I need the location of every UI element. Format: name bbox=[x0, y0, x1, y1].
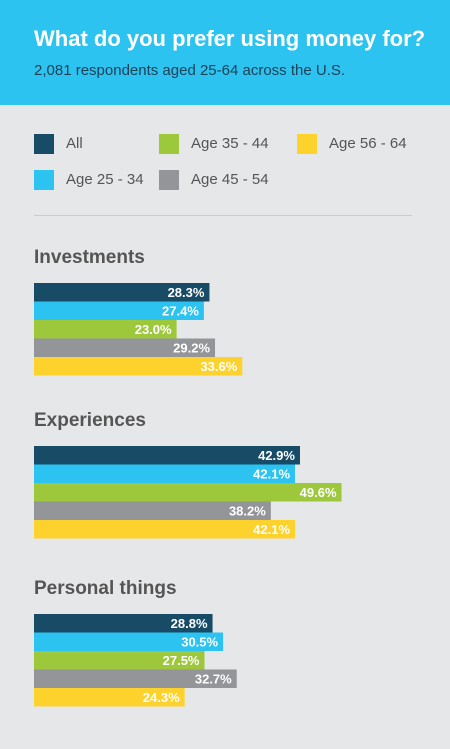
bar-value-label: 42.1% bbox=[253, 466, 290, 481]
group-title-experiences: Experiences bbox=[34, 410, 146, 431]
legend-label: All bbox=[66, 135, 83, 152]
legend-divider bbox=[34, 215, 412, 216]
bar-value-label: 38.2% bbox=[229, 503, 266, 518]
bar bbox=[34, 669, 237, 688]
bar-value-label: 27.4% bbox=[162, 303, 199, 318]
bar bbox=[34, 688, 185, 707]
group-title-personal-things: Personal things bbox=[34, 578, 177, 599]
chart-header: What do you prefer using money for? 2,08… bbox=[0, 0, 450, 105]
bar bbox=[34, 357, 243, 376]
chart-subtitle: 2,081 respondents aged 25-64 across the … bbox=[34, 62, 346, 79]
bar bbox=[34, 446, 300, 465]
bar bbox=[34, 338, 216, 357]
group-title-investments: Investments bbox=[34, 247, 145, 268]
legend-label: Age 35 - 44 bbox=[191, 135, 269, 152]
bar-value-label: 28.8% bbox=[171, 616, 208, 631]
legend-swatch bbox=[159, 134, 179, 154]
bar bbox=[34, 632, 224, 651]
bar-value-label: 28.3% bbox=[168, 285, 205, 300]
legend-label: Age 45 - 54 bbox=[191, 171, 269, 188]
bar-value-label: 27.5% bbox=[163, 653, 200, 668]
bar bbox=[34, 301, 204, 320]
bar bbox=[34, 614, 213, 633]
bar-value-label: 49.6% bbox=[300, 485, 337, 500]
bar-value-label: 32.7% bbox=[195, 671, 232, 686]
bar-value-label: 42.9% bbox=[258, 448, 295, 463]
legend-swatch bbox=[159, 170, 179, 190]
bar-value-label: 23.0% bbox=[135, 322, 172, 337]
legend-label: Age 56 - 64 bbox=[329, 135, 407, 152]
bar bbox=[34, 320, 177, 339]
legend-swatch bbox=[34, 134, 54, 154]
bar bbox=[34, 501, 271, 520]
bar bbox=[34, 651, 205, 670]
chart-title: What do you prefer using money for? bbox=[34, 26, 426, 51]
bar bbox=[34, 283, 210, 302]
legend-label: Age 25 - 34 bbox=[66, 171, 144, 188]
bar-value-label: 29.2% bbox=[173, 340, 210, 355]
bar-value-label: 33.6% bbox=[200, 359, 237, 374]
bar-value-label: 30.5% bbox=[181, 634, 218, 649]
legend-swatch bbox=[34, 170, 54, 190]
bar bbox=[34, 464, 296, 483]
bar bbox=[34, 520, 296, 539]
bar bbox=[34, 483, 342, 502]
bar-value-label: 42.1% bbox=[253, 522, 290, 537]
legend-swatch bbox=[297, 134, 317, 154]
bar-value-label: 24.3% bbox=[143, 690, 180, 705]
